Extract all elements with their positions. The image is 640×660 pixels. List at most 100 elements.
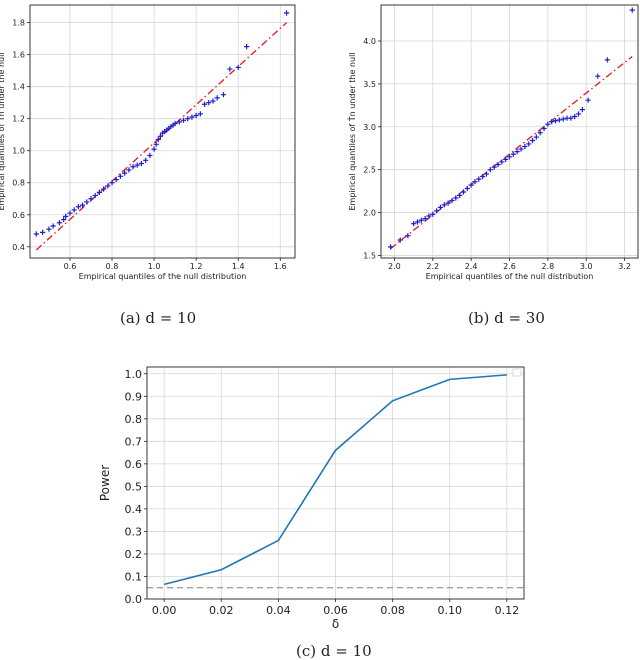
data-point bbox=[235, 64, 241, 71]
power-plot-d10: 0.00 0.02 0.04 0.06 0.08 0.10 0.12 0.0 0.1 0.2 0.3… bbox=[98, 366, 525, 631]
data-point bbox=[575, 111, 582, 117]
x-tick-label: 1.6 bbox=[274, 262, 287, 271]
x-tick-label: 2.8 bbox=[541, 262, 554, 271]
x-tick-label: 1.4 bbox=[232, 262, 245, 271]
data-point bbox=[210, 98, 216, 104]
reference-line bbox=[35, 22, 288, 251]
qq-plot-d10: 0.6 0.8 1.0 1.2 1.4 1.6 0.4 0.6 0.8 1.0 1.2 1.4 1.6 1… bbox=[0, 4, 296, 281]
y-tick-label: 0.8 bbox=[125, 413, 143, 426]
data-point bbox=[522, 143, 528, 150]
data-point bbox=[113, 176, 119, 183]
y-axis-label: Power bbox=[98, 465, 112, 501]
data-point bbox=[541, 125, 547, 132]
data-point bbox=[483, 171, 490, 177]
y-tick-label: 1.8 bbox=[12, 19, 25, 28]
data-point bbox=[405, 233, 411, 239]
y-tick-label: 3.5 bbox=[363, 80, 376, 89]
caption-a: (a) d = 10 bbox=[120, 309, 197, 327]
series-line bbox=[163, 374, 507, 586]
y-axis-label: Empirical quantiles of T̂n under the nul… bbox=[347, 52, 357, 210]
data-point bbox=[92, 192, 98, 199]
data-point bbox=[526, 141, 532, 147]
data-point bbox=[138, 160, 145, 167]
data-point bbox=[568, 115, 574, 121]
y-tick-label: 0.2 bbox=[125, 548, 143, 561]
data-point bbox=[437, 204, 444, 210]
y-tick-label: 1.2 bbox=[12, 115, 25, 124]
plot-frame bbox=[380, 4, 639, 259]
data-point bbox=[201, 101, 208, 107]
data-point bbox=[430, 211, 436, 217]
data-point bbox=[441, 202, 447, 208]
data-point bbox=[387, 244, 394, 250]
x-tick-label: 1.2 bbox=[190, 262, 203, 271]
data-point bbox=[487, 167, 493, 173]
reference-line bbox=[390, 55, 633, 250]
data-point bbox=[283, 10, 290, 16]
data-point bbox=[117, 173, 124, 179]
data-point bbox=[67, 210, 73, 216]
y-tick-label: 1.4 bbox=[12, 83, 25, 92]
y-tick-label: 0.4 bbox=[125, 503, 143, 516]
x-tick-label: 0.00 bbox=[152, 604, 177, 617]
data-point bbox=[499, 159, 505, 165]
y-tick-label: 0.9 bbox=[125, 390, 143, 403]
x-tick-label: 3.2 bbox=[618, 262, 631, 271]
data-point bbox=[79, 202, 86, 208]
y-tick-label: 0.7 bbox=[125, 435, 143, 448]
y-tick-label: 3.0 bbox=[363, 123, 376, 132]
data-point bbox=[434, 208, 440, 214]
y-tick-label: 1.0 bbox=[125, 368, 143, 381]
caption-c: (c) d = 10 bbox=[296, 642, 372, 660]
x-tick-label: 0.8 bbox=[106, 262, 119, 271]
y-tick-label: 0.3 bbox=[125, 525, 143, 538]
data-point bbox=[604, 57, 610, 63]
data-point bbox=[214, 95, 220, 101]
data-point bbox=[514, 149, 520, 155]
data-point bbox=[545, 121, 551, 127]
data-point bbox=[560, 116, 566, 122]
data-point bbox=[122, 170, 128, 176]
data-point bbox=[556, 117, 562, 123]
legend-box bbox=[512, 368, 522, 377]
x-tick-label: 0.04 bbox=[266, 604, 291, 617]
x-tick-label: 0.06 bbox=[323, 604, 348, 617]
plot-frame bbox=[29, 4, 296, 259]
data-point bbox=[50, 223, 56, 229]
data-point bbox=[595, 73, 601, 79]
data-point bbox=[220, 92, 227, 98]
data-point bbox=[155, 136, 161, 143]
x-tick-label: 1.0 bbox=[148, 262, 161, 271]
x-axis-label: δ bbox=[332, 617, 339, 631]
data-point bbox=[61, 216, 67, 223]
data-point bbox=[147, 152, 153, 159]
data-point bbox=[143, 157, 149, 163]
data-point bbox=[476, 176, 482, 182]
data-point bbox=[244, 44, 250, 50]
y-tick-label: 2.5 bbox=[363, 166, 376, 175]
x-tick-label: 3.0 bbox=[580, 262, 593, 271]
data-point bbox=[426, 213, 432, 219]
y-tick-label: 1.6 bbox=[12, 51, 25, 60]
data-point bbox=[552, 118, 559, 124]
data-point bbox=[503, 156, 509, 162]
y-tick-label: 0.4 bbox=[12, 243, 25, 252]
caption-b: (b) d = 30 bbox=[468, 309, 545, 327]
x-tick-label: 0.12 bbox=[495, 604, 520, 617]
y-tick-label: 1.5 bbox=[363, 251, 376, 260]
data-point bbox=[495, 161, 501, 168]
data-point bbox=[206, 100, 212, 106]
data-point bbox=[472, 179, 478, 185]
x-tick-label: 0.10 bbox=[437, 604, 462, 617]
data-point bbox=[572, 113, 578, 120]
data-point bbox=[533, 134, 539, 140]
data-point bbox=[518, 146, 524, 152]
data-point bbox=[197, 111, 203, 117]
data-point bbox=[537, 130, 543, 136]
data-point bbox=[71, 207, 77, 213]
y-tick-label: 0.6 bbox=[125, 458, 143, 471]
data-point bbox=[126, 167, 132, 173]
data-point bbox=[88, 196, 94, 202]
y-tick-label: 4.0 bbox=[363, 37, 376, 46]
